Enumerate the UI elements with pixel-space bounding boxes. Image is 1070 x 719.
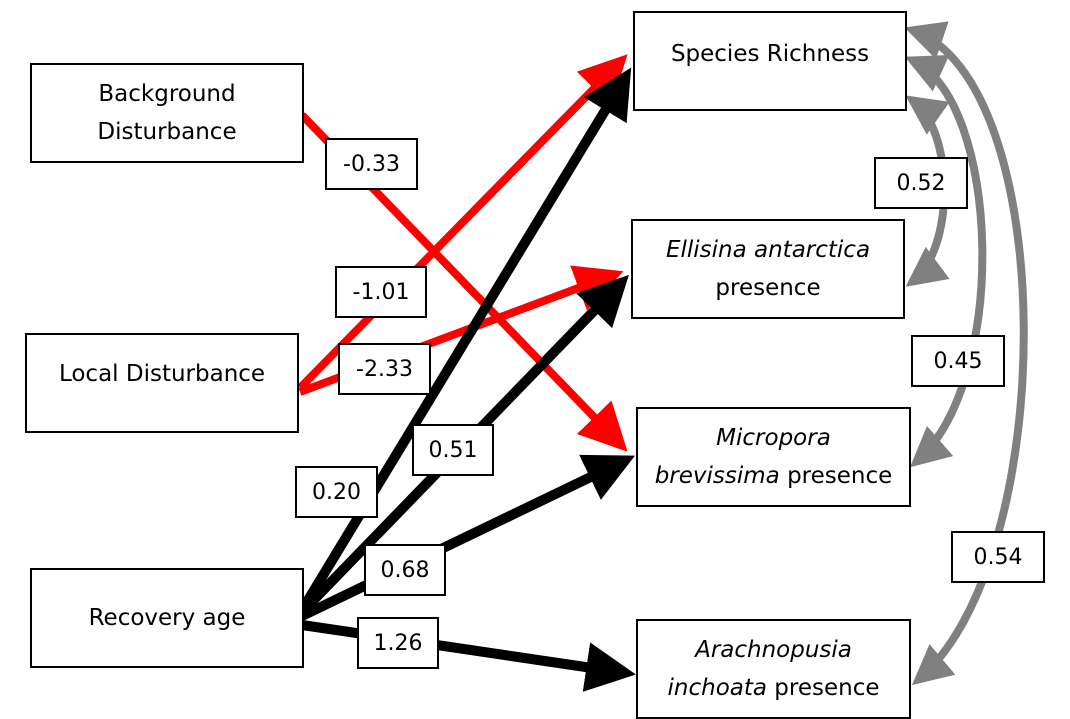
- node-ellisina-antarctica: Ellisina antarctica presence: [631, 219, 905, 319]
- coef-label: 0.20: [295, 466, 378, 518]
- covariance-label: 0.54: [951, 531, 1045, 583]
- node-background-disturbance: Background Disturbance: [30, 63, 304, 163]
- node-species-richness: Species Richness: [633, 11, 907, 111]
- node-label: presence: [766, 675, 880, 701]
- node-label: Disturbance: [97, 119, 237, 145]
- node-label-italic: brevissima: [654, 463, 780, 489]
- path-arrow-recovery-to-arachnopusia: [301, 620, 636, 692]
- node-arachnopusia-inchoata: Arachnopusia inchoata presence: [636, 619, 911, 719]
- covariance-arrow-richness-arachnopusia: [904, 21, 1028, 686]
- node-label: presence: [715, 275, 821, 301]
- node-label-italic: inchoata: [667, 675, 767, 701]
- node-label: Local Disturbance: [58, 361, 266, 387]
- node-label: Recovery age: [88, 605, 246, 631]
- coef-label: -2.33: [338, 343, 431, 395]
- node-label-italic: Arachnopusia: [695, 637, 852, 663]
- covariance-arrow-richness-micropora: [904, 55, 987, 468]
- covariance-label: 0.45: [911, 335, 1005, 387]
- node-recovery-age: Recovery age: [30, 568, 304, 668]
- node-label: presence: [779, 463, 893, 489]
- node-label: Species Richness: [670, 41, 870, 67]
- node-label-italic: Ellisina antarctica: [665, 237, 871, 263]
- coef-label: -1.01: [335, 266, 427, 318]
- coef-label: -0.33: [325, 138, 418, 190]
- node-local-disturbance: Local Disturbance: [25, 333, 299, 433]
- path-arrow-recovery-to-micropora: [299, 454, 636, 621]
- covariance-label: 0.52: [874, 157, 968, 209]
- path-arrow-recovery-to-richness: [297, 67, 632, 613]
- node-label: Background: [98, 81, 236, 107]
- coef-label: 0.68: [364, 544, 446, 596]
- path-arrow-local-to-richness: [297, 54, 628, 391]
- node-label-italic: Micropora: [716, 425, 831, 451]
- node-micropora-brevissima: Micropora brevissima presence: [636, 407, 911, 507]
- coef-label: 1.26: [357, 617, 439, 669]
- coef-label: 0.51: [412, 424, 494, 476]
